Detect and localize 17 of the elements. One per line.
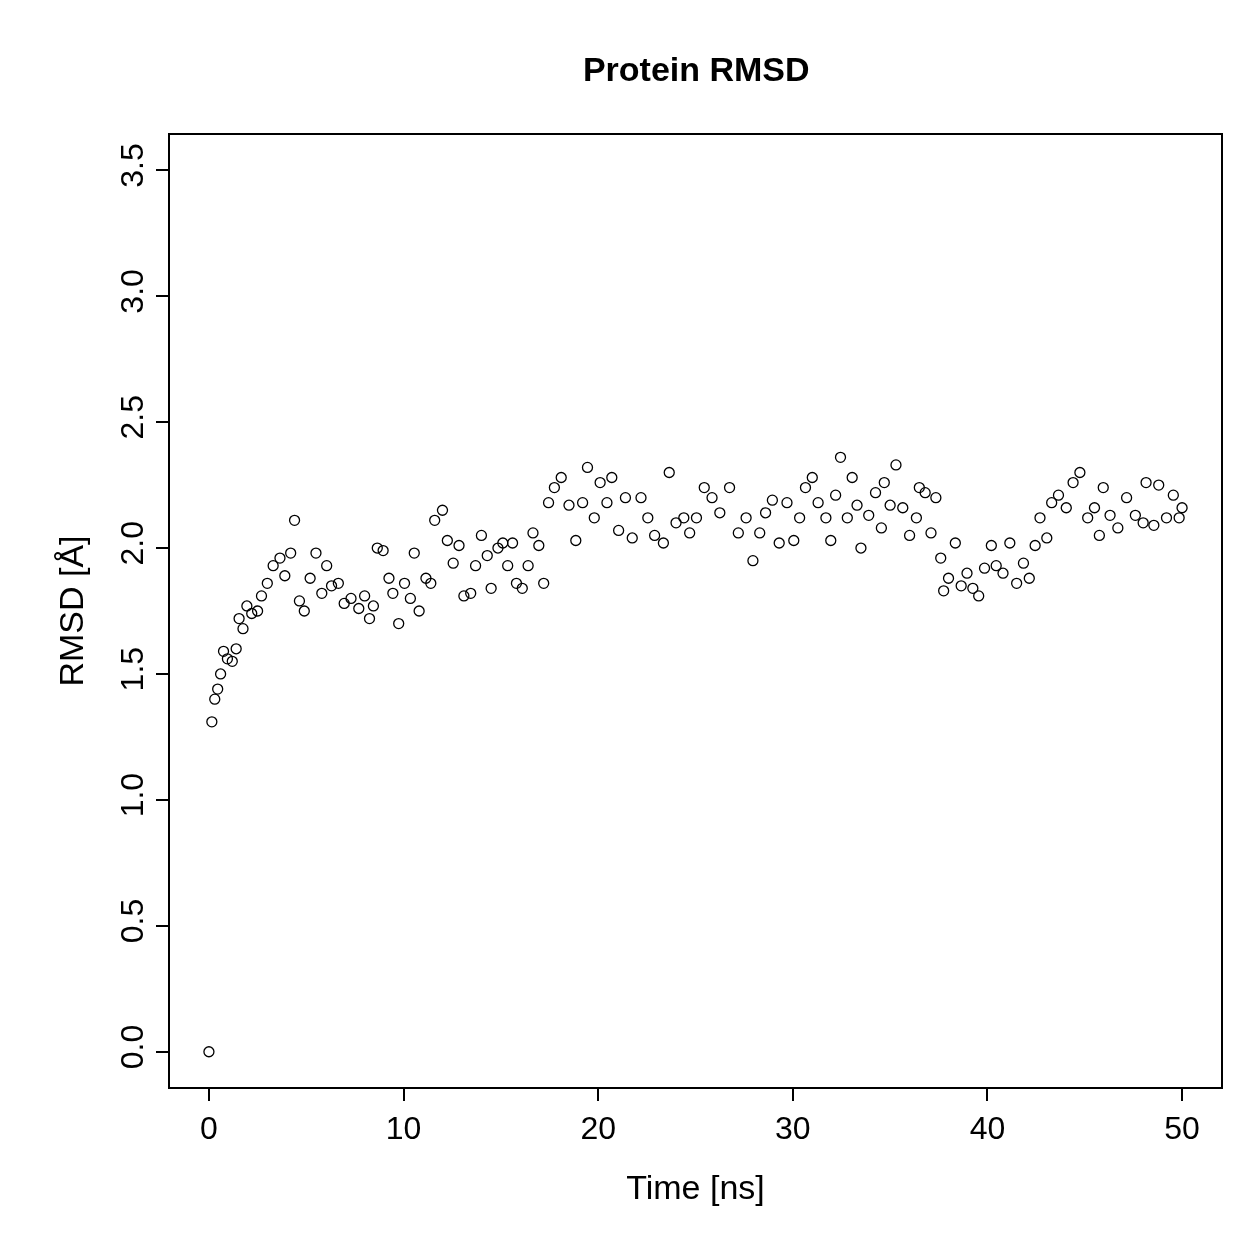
x-tick-label: 20	[580, 1110, 616, 1147]
x-tick-label: 40	[969, 1110, 1006, 1147]
y-tick-label: 2.5	[114, 395, 151, 440]
x-axis-title: Time [ns]	[626, 1168, 765, 1207]
y-tick-label: 1.0	[114, 772, 151, 818]
y-tick-label: 2.0	[114, 521, 151, 566]
y-axis-title: RMSD [Å]	[52, 535, 91, 687]
y-tick-label: 3.0	[114, 269, 151, 314]
x-tick-label: 50	[1164, 1110, 1200, 1147]
chart-title: Protein RMSD	[582, 50, 810, 89]
x-tick-label: 30	[775, 1110, 811, 1147]
x-tick-label: 10	[385, 1110, 422, 1147]
x-tick-label: 0	[200, 1110, 218, 1147]
y-tick-label: 1.5	[114, 646, 151, 692]
y-tick-label: 3.5	[114, 143, 151, 188]
y-tick-label: 0.0	[114, 1024, 151, 1070]
y-tick-label: 0.5	[114, 898, 151, 944]
